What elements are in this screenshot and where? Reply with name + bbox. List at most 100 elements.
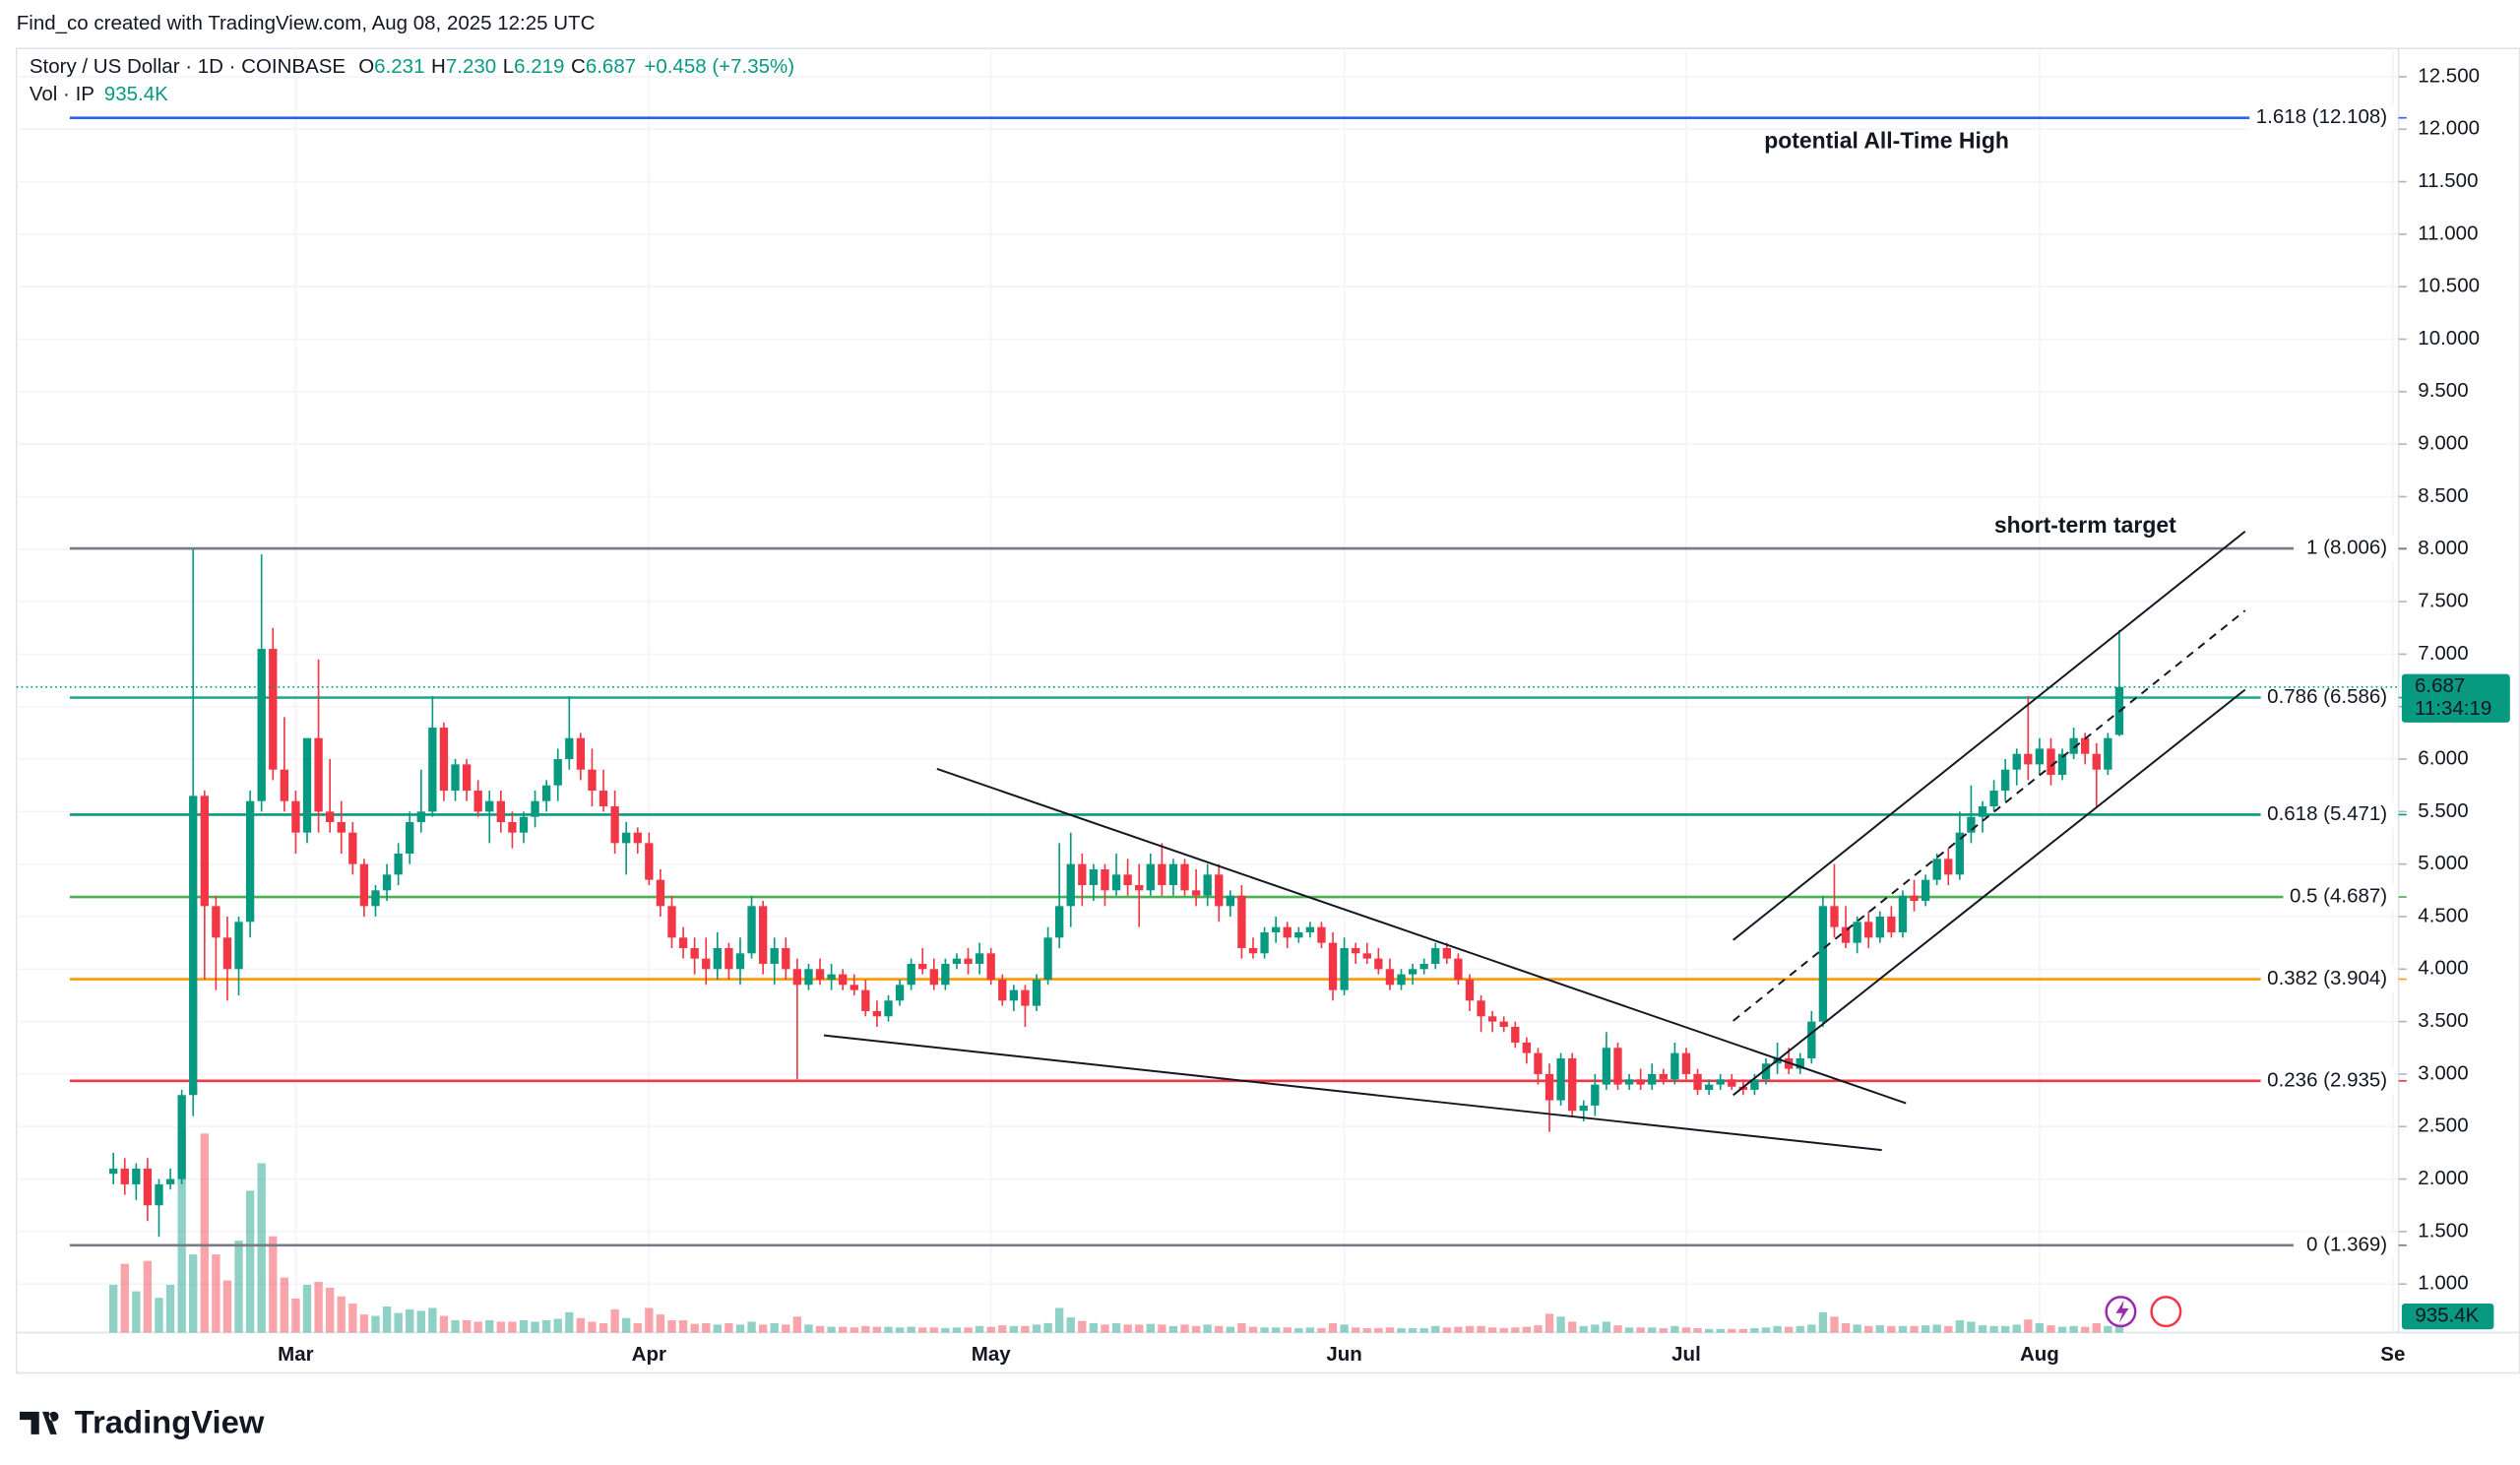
volume-bar [1431, 1325, 1440, 1333]
y-tick-label: 12.000 [2418, 117, 2480, 140]
volume-bar [1864, 1325, 1873, 1333]
volume-bar [337, 1296, 346, 1333]
candle-body [1135, 884, 1144, 891]
wedge-bottom [823, 1034, 1882, 1152]
volume-bar [1716, 1328, 1725, 1333]
candle-body [1568, 1057, 1577, 1112]
volume-bar [177, 1130, 186, 1333]
volume-bar [986, 1326, 995, 1333]
y-tick-label: 5.500 [2418, 799, 2468, 822]
volume-bar [1043, 1322, 1052, 1333]
fib-label-bg [2260, 801, 2394, 828]
candle-body [496, 800, 506, 823]
candle-body [1043, 937, 1052, 980]
candle-body [907, 963, 915, 986]
volume-bar [747, 1321, 756, 1333]
fib-label-bg [2260, 684, 2394, 711]
volume-bar [189, 1254, 198, 1333]
volume-bar [929, 1327, 938, 1333]
volume-bar [1397, 1328, 1406, 1333]
volume-bar [1328, 1322, 1338, 1333]
fib-label: 0.382 (3.904) [2267, 967, 2387, 989]
candle-body [1111, 874, 1121, 891]
volume-bar [1921, 1325, 1930, 1333]
volume-bar [485, 1319, 494, 1333]
y-tick-label: 1.000 [2418, 1272, 2468, 1295]
fib-label-bg [2300, 1232, 2394, 1258]
volume-bar [394, 1312, 403, 1333]
volume-bar [519, 1319, 529, 1333]
candle-body [1534, 1052, 1543, 1074]
volume-bar [1226, 1326, 1235, 1333]
candle-body [1864, 922, 1873, 938]
ohlc-value: 6.219 [514, 55, 564, 78]
volume-bar [1613, 1325, 1622, 1333]
candle-body [269, 649, 278, 770]
candle-body [473, 791, 482, 812]
candle-body [337, 822, 346, 833]
volume-bar [234, 1241, 243, 1333]
annotation: short-term target [1994, 512, 2176, 538]
volume-bar [541, 1319, 551, 1333]
candle-body [1328, 942, 1338, 990]
candle-body [1215, 874, 1224, 907]
candle-body [1910, 895, 1919, 901]
volume-bar [1875, 1325, 1884, 1333]
volume-bar [1818, 1311, 1828, 1333]
candle-body [1511, 1026, 1520, 1043]
volume-bar [200, 1133, 209, 1333]
volume-bar [155, 1298, 163, 1333]
candle-body [598, 791, 608, 807]
candle-body [451, 764, 460, 792]
logo-mark [20, 1411, 59, 1434]
logo: TradingView [20, 1404, 265, 1440]
volume-bar [2081, 1326, 2090, 1333]
candle-body [952, 958, 962, 964]
volume-bar [975, 1325, 984, 1333]
candle-body [1089, 868, 1099, 885]
volume-bar [2000, 1325, 2010, 1333]
volume-bar [1750, 1328, 1759, 1333]
fib-label: 1.618 (12.108) [2256, 105, 2387, 128]
volume-bar [713, 1324, 722, 1333]
candle-body [2000, 769, 2010, 792]
candle-body [1271, 926, 1281, 932]
volume-bar [291, 1298, 300, 1333]
ohlc-key: C [571, 55, 586, 78]
candle-body [702, 958, 711, 970]
candle-body [1989, 791, 1998, 807]
candle-body [1032, 979, 1041, 1006]
volume-bar [872, 1326, 882, 1333]
candle-body [1556, 1057, 1565, 1101]
volume-bar [2057, 1326, 2067, 1333]
candle-body [1260, 931, 1269, 954]
fib-label-bg [2249, 104, 2394, 131]
volume-bar [1511, 1327, 1520, 1333]
candle-body [2092, 753, 2101, 770]
news-icon[interactable] [2150, 1296, 2182, 1328]
volume-bar [678, 1319, 688, 1333]
fib-label: 0.786 (6.586) [2267, 685, 2387, 708]
y-tick-label: 7.500 [2418, 590, 2468, 612]
candle-body [508, 822, 517, 833]
candle-body [1168, 863, 1178, 885]
volume-bar [212, 1254, 220, 1333]
y-tick-label: 2.500 [2418, 1115, 2468, 1137]
candle-body [1978, 806, 1987, 817]
candle-body [1716, 1079, 1725, 1085]
volume-bar [622, 1317, 631, 1333]
volume-bar [1089, 1322, 1099, 1333]
volume-bar [1487, 1327, 1497, 1333]
candle-body [622, 832, 631, 844]
volume-bar [1317, 1328, 1326, 1333]
candle-body [1841, 926, 1851, 943]
volume-bar [861, 1325, 870, 1333]
candle-body [1544, 1073, 1554, 1101]
volume-bar [918, 1327, 927, 1333]
volume-bar [724, 1322, 733, 1333]
candle-body [929, 969, 938, 986]
candle-body [1898, 895, 1908, 932]
candle-body [1955, 832, 1965, 875]
volume-bar [314, 1282, 323, 1333]
candle-body [872, 1010, 882, 1017]
